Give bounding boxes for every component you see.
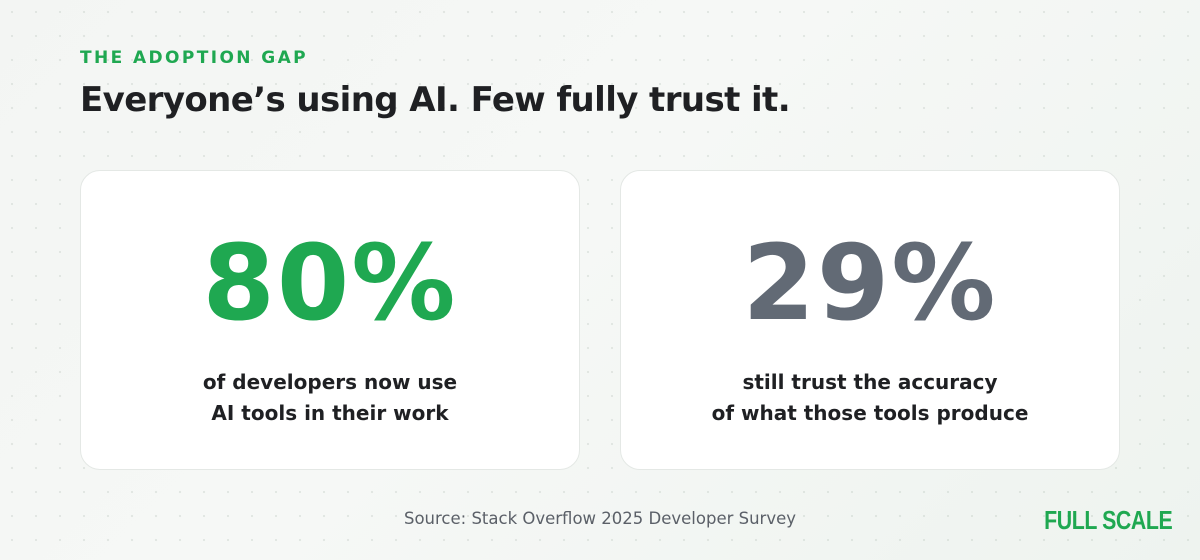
brand-logo: FULL SCALE xyxy=(1043,505,1173,535)
stat-value-adoption: 80% xyxy=(202,222,458,344)
source-citation: Source: Stack Overflow 2025 Developer Su… xyxy=(403,509,797,528)
eyebrow-label: THE ADOPTION GAP xyxy=(80,48,309,68)
stat-description-adoption: of developers now use AI tools in their … xyxy=(110,367,550,429)
stat-description-line: of what those tools produce xyxy=(711,401,1029,425)
stat-description-line: still trust the accuracy xyxy=(742,370,998,394)
stat-card-adoption: 80% of developers now use AI tools in th… xyxy=(80,170,580,470)
stat-card-trust: 29% still trust the accuracy of what tho… xyxy=(620,170,1120,470)
stat-description-line: AI tools in their work xyxy=(211,401,449,425)
headline: Everyone’s using AI. Few fully trust it. xyxy=(80,80,791,120)
stat-value-trust: 29% xyxy=(742,222,998,344)
stat-description-line: of developers now use xyxy=(202,370,458,394)
stat-description-trust: still trust the accuracy of what those t… xyxy=(650,367,1090,429)
